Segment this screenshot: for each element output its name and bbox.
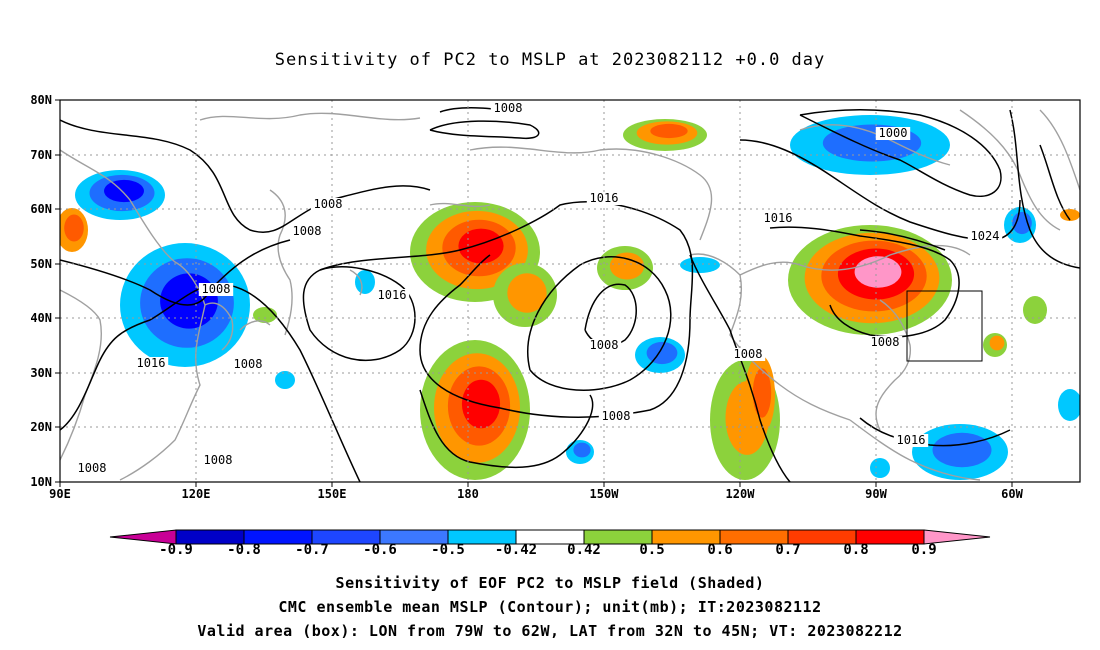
colorbar-tick-label: -0.42 — [494, 542, 538, 558]
colorbar-tick-label: -0.5 — [431, 542, 465, 558]
sensitivity-shade — [609, 252, 645, 280]
lat-tick-label: 50N — [30, 257, 52, 271]
contour-label: 1016 — [764, 211, 793, 225]
contour-label: 1016 — [137, 356, 166, 370]
lat-tick-label: 80N — [30, 93, 52, 107]
map-title: Sensitivity of PC2 to MSLP at 2023082112… — [274, 50, 826, 70]
lat-tick-label: 70N — [30, 148, 52, 162]
contour-label: 1008 — [78, 461, 107, 475]
map-axes: 90E 120E 150E 180 150W 120W 90W 60W 80N 70N 60N 50N… — [30, 93, 1023, 501]
sensitivity-shade — [275, 371, 295, 389]
lon-tick-label: 90E — [49, 487, 71, 501]
sensitivity-shade — [752, 368, 772, 418]
colorbar-tick-label: -0.6 — [363, 542, 397, 558]
lon-tick-label: 150E — [318, 487, 347, 501]
coastlines — [60, 109, 1080, 481]
contour-label: 1000 — [879, 126, 908, 140]
valid-area-box — [906, 290, 983, 362]
contour-label: 1008 — [734, 347, 763, 361]
colorbar-tick-label: 0.7 — [775, 542, 801, 558]
sensitivity-shade — [650, 123, 688, 139]
colorbar-tick-label: 0.8 — [843, 542, 869, 558]
contour-labels: 1008 1000 1016 1008 1008 1016 1024 1016 1008 1016… — [74, 101, 1003, 475]
contour-label: 1008 — [234, 357, 263, 371]
sensitivity-shade — [573, 442, 591, 458]
contour-label: 1008 — [204, 453, 233, 467]
lon-tick-label: 120E — [182, 487, 211, 501]
lat-tick-label: 20N — [30, 420, 52, 434]
lon-tick-label: 90W — [865, 487, 887, 501]
colorbar-tick-label: 0.9 — [911, 542, 937, 558]
sensitivity-shade — [104, 179, 144, 203]
sensitivity-shade — [1058, 389, 1080, 421]
lat-tick-label: 60N — [30, 202, 52, 216]
contour-label: 1016 — [897, 433, 926, 447]
sensitivity-shade — [458, 228, 504, 264]
contour-label: 1008 — [602, 409, 631, 423]
contour-label: 1008 — [871, 335, 900, 349]
colorbar-tick-label: 0.5 — [639, 542, 665, 558]
sensitivity-shade — [870, 458, 890, 478]
sensitivity-shade — [64, 214, 84, 242]
caption-line-1: Sensitivity of EOF PC2 to MSLP field (Sh… — [335, 574, 765, 592]
colorbar-segment — [923, 529, 991, 545]
contour-label: 1008 — [314, 197, 343, 211]
sensitivity-shade — [355, 270, 375, 294]
sensitivity-shading — [60, 115, 1080, 480]
lat-tick-label: 10N — [30, 475, 52, 489]
colorbar-tick-label: 0.6 — [707, 542, 733, 558]
map-frame — [59, 99, 1081, 483]
lon-tick-label: 60W — [1001, 487, 1023, 501]
lon-tick-label: 120W — [726, 487, 756, 501]
contour-label: 1008 — [202, 282, 231, 296]
colorbar-tick-label: -0.8 — [227, 542, 261, 558]
sensitivity-shade — [989, 335, 1005, 351]
contour-label: 1016 — [378, 288, 407, 302]
lat-tick-label: 40N — [30, 311, 52, 325]
sensitivity-shade — [646, 341, 678, 365]
sensitivity-shade — [932, 432, 992, 468]
colorbar-tick-label: -0.9 — [159, 542, 193, 558]
contour-label: 1024 — [971, 229, 1000, 243]
colorbar-tick-label: 0.42 — [567, 542, 601, 558]
contour-label: 1008 — [494, 101, 523, 115]
sensitivity-shade — [1023, 296, 1047, 324]
caption-line-2: CMC ensemble mean MSLP (Contour); unit(m… — [278, 598, 822, 616]
contour-label: 1008 — [293, 224, 322, 238]
contour-label: 1016 — [590, 191, 619, 205]
sensitivity-shade — [507, 273, 547, 313]
sensitivity-shade — [680, 257, 720, 273]
mslp-contours — [60, 107, 1080, 482]
lon-tick-label: 150W — [590, 487, 620, 501]
colorbar — [109, 529, 991, 545]
contour-label: 1008 — [590, 338, 619, 352]
caption-line-3: Valid area (box): LON from 79W to 62W, L… — [197, 622, 903, 640]
lon-tick-label: 180 — [457, 487, 479, 501]
lat-tick-label: 30N — [30, 366, 52, 380]
colorbar-tick-label: -0.7 — [295, 542, 329, 558]
sensitivity-shade — [1012, 211, 1032, 235]
